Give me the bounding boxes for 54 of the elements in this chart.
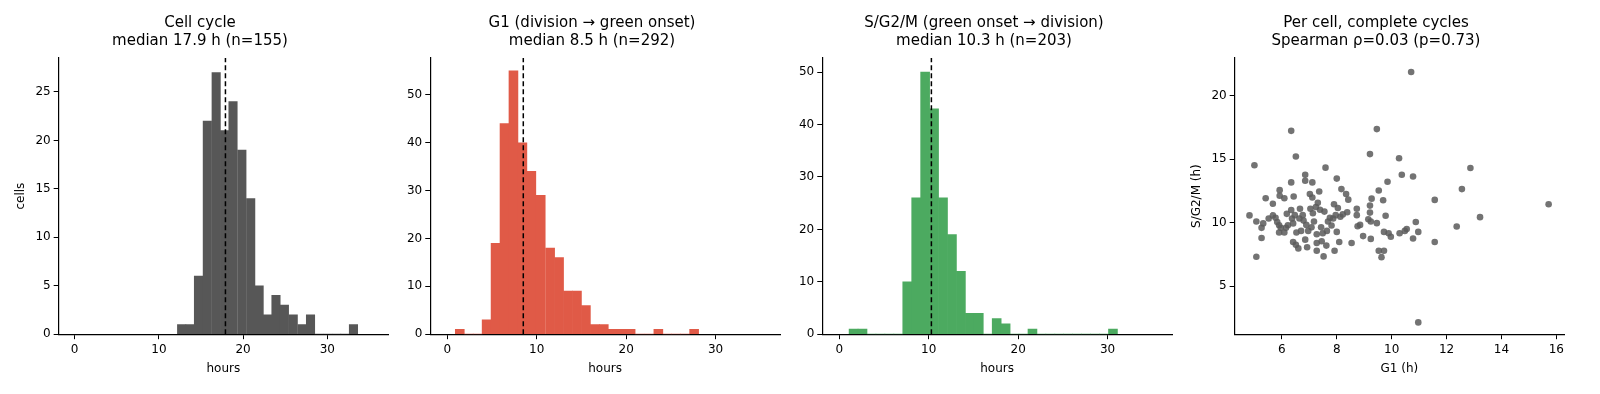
x-tick-label: 10 — [151, 341, 167, 356]
y-tick-label: 0 — [806, 326, 815, 341]
x-tick-label: 8 — [1332, 341, 1341, 356]
x-tick-label: 10 — [921, 341, 937, 356]
x-tick-label: 30 — [707, 341, 724, 356]
x-tick-label: 20 — [618, 341, 634, 356]
y-tick-label: 30 — [406, 182, 423, 197]
x-axis-title: G1 (h) — [1380, 360, 1419, 375]
y-tick-label: 40 — [798, 116, 815, 131]
x-axis-title: hours — [588, 360, 623, 375]
x-tick-label: 14 — [1493, 341, 1510, 356]
y-tick-label: 5 — [1219, 278, 1227, 293]
x-tick-label: 30 — [1099, 341, 1116, 356]
x-tick-label: 0 — [835, 341, 844, 356]
x-tick-label: 0 — [70, 341, 79, 356]
x-tick-label: 12 — [1438, 341, 1455, 356]
x-tick-label: 20 — [235, 341, 251, 356]
y-tick-label: 10 — [35, 229, 51, 244]
x-tick-label: 10 — [529, 341, 545, 356]
x-tick-label: 0 — [443, 341, 452, 356]
y-axis-title: cells — [13, 182, 28, 210]
y-tick-label: 40 — [406, 134, 423, 149]
chart-title: Per cell, complete cycles — [1283, 12, 1469, 31]
y-tick-label: 5 — [43, 277, 51, 292]
x-tick-label: 20 — [1010, 341, 1026, 356]
y-tick-label: 20 — [406, 230, 423, 245]
y-tick-label: 0 — [414, 326, 423, 341]
x-axis-title: hours — [980, 360, 1015, 375]
chart-title: Cell cycle — [164, 12, 236, 31]
chart-title: G1 (division → green onset) — [488, 12, 696, 31]
y-tick-label: 50 — [798, 64, 815, 79]
y-tick-label: 15 — [35, 180, 51, 195]
x-tick-label: 16 — [1548, 341, 1564, 356]
y-tick-label: 20 — [1211, 87, 1227, 102]
chart-subtitle: median 10.3 h (n=203) — [896, 30, 1072, 49]
chart-subtitle: median 8.5 h (n=292) — [508, 30, 676, 49]
chart-subtitle: Spearman ρ=0.03 (p=0.73) — [1271, 30, 1481, 49]
y-tick-label: 25 — [35, 84, 51, 99]
x-tick-label: 30 — [319, 341, 335, 356]
x-tick-label: 6 — [1278, 341, 1286, 356]
y-tick-label: 20 — [798, 221, 815, 236]
y-tick-label: 0 — [43, 326, 51, 341]
y-tick-label: 20 — [35, 132, 51, 147]
chart-subtitle: median 17.9 h (n=155) — [112, 30, 288, 49]
chart-title: S/G2/M (green onset → division) — [864, 12, 1104, 31]
y-tick-label: 10 — [406, 278, 423, 293]
y-axis-title: S/G2/M (h) — [1189, 164, 1204, 228]
x-axis-title: hours — [206, 360, 241, 375]
y-tick-label: 15 — [1211, 151, 1227, 166]
y-tick-label: 30 — [798, 169, 815, 184]
y-tick-label: 10 — [798, 273, 815, 288]
y-tick-label: 50 — [406, 86, 423, 101]
x-tick-label: 10 — [1384, 341, 1400, 356]
y-tick-label: 10 — [1211, 214, 1227, 229]
